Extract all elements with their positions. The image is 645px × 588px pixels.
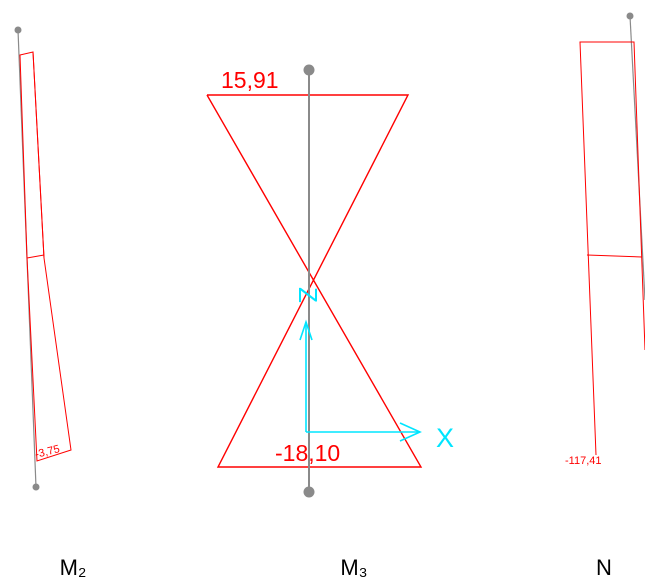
caption-m2: M₂ xyxy=(60,555,87,580)
m3-bottom-value-label: -18,10 xyxy=(275,440,340,466)
m2-value-label: -3,75 xyxy=(34,443,61,461)
m2-moment-outline xyxy=(19,51,72,462)
m3-top-node xyxy=(303,64,315,76)
panel-m3: X Z 15,91 -18,10 xyxy=(206,64,454,498)
x-axis-label: X xyxy=(436,423,454,453)
m3-top-value-label: 15,91 xyxy=(221,67,279,93)
panel-m2: -3,75 xyxy=(14,26,72,491)
z-axis-label: Z xyxy=(293,287,323,303)
m2-bottom-node xyxy=(32,483,40,491)
caption-m3: M₃ xyxy=(340,555,367,580)
z-axis-arrowhead xyxy=(299,319,313,341)
m2-segment-divider xyxy=(26,254,45,259)
x-axis-arrowhead xyxy=(399,422,422,442)
n-member-line xyxy=(629,15,645,301)
n-value-label: -117,41 xyxy=(565,455,602,467)
m3-moment-diagram xyxy=(206,94,423,468)
m2-top-node xyxy=(14,26,22,34)
n-segment-divider xyxy=(586,254,643,258)
n-axial-outline xyxy=(579,41,645,456)
panel-n: -117,41 xyxy=(565,12,645,467)
m3-bottom-node xyxy=(303,486,315,498)
caption-n: N xyxy=(596,555,612,580)
m2-moment-inner-line xyxy=(32,51,45,259)
n-top-node xyxy=(626,12,634,20)
